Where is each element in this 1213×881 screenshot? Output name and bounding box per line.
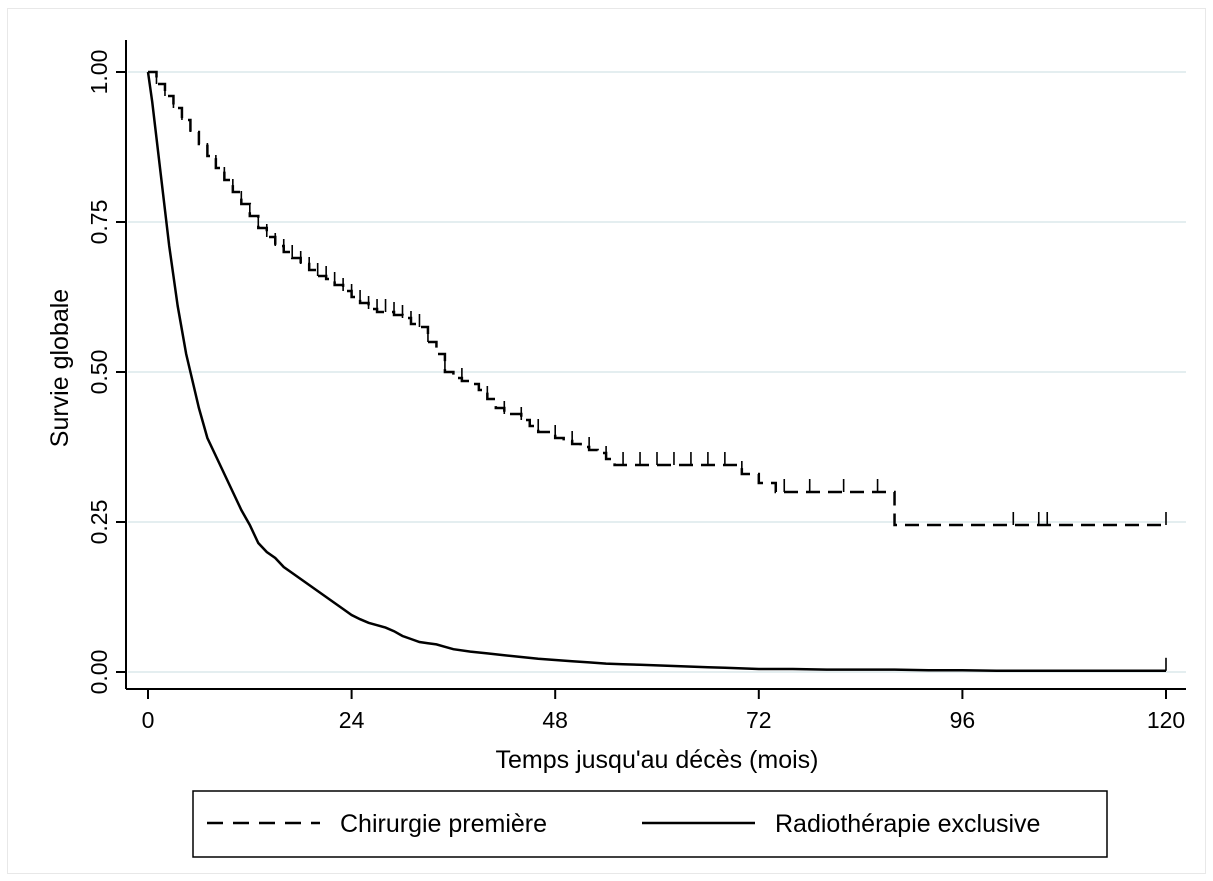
- y-tick-label-2: 0.50: [86, 350, 112, 395]
- y-axis-label: Survie globale: [46, 289, 74, 447]
- y-tick-label-0: 0.00: [86, 650, 112, 695]
- x-tick-label-4: 96: [950, 707, 976, 733]
- y-tick-label-1: 0.25: [86, 500, 112, 545]
- y-tick-label-4: 1.00: [86, 50, 112, 95]
- x-tick-label-5: 120: [1147, 707, 1185, 733]
- x-tick-label-1: 24: [339, 707, 365, 733]
- x-axis-label: Temps jusqu'au décès (mois): [496, 746, 819, 774]
- legend-label-radiotherapie: Radiothérapie exclusive: [775, 810, 1040, 838]
- x-tick-label-3: 72: [746, 707, 772, 733]
- x-axis-ticks: 0 24 48 72 96 120: [142, 689, 1186, 733]
- x-tick-label-2: 48: [542, 707, 568, 733]
- axes: [126, 40, 1186, 689]
- legend: Chirurgie première Radiothérapie exclusi…: [193, 791, 1107, 857]
- legend-label-chirurgie: Chirurgie première: [340, 810, 547, 838]
- x-tick-label-0: 0: [142, 707, 155, 733]
- y-tick-label-3: 0.75: [86, 200, 112, 245]
- grid-lines: [128, 72, 1186, 672]
- y-axis-ticks: 0.00 0.25 0.50 0.75 1.00: [86, 50, 126, 695]
- series-group: [148, 71, 1166, 671]
